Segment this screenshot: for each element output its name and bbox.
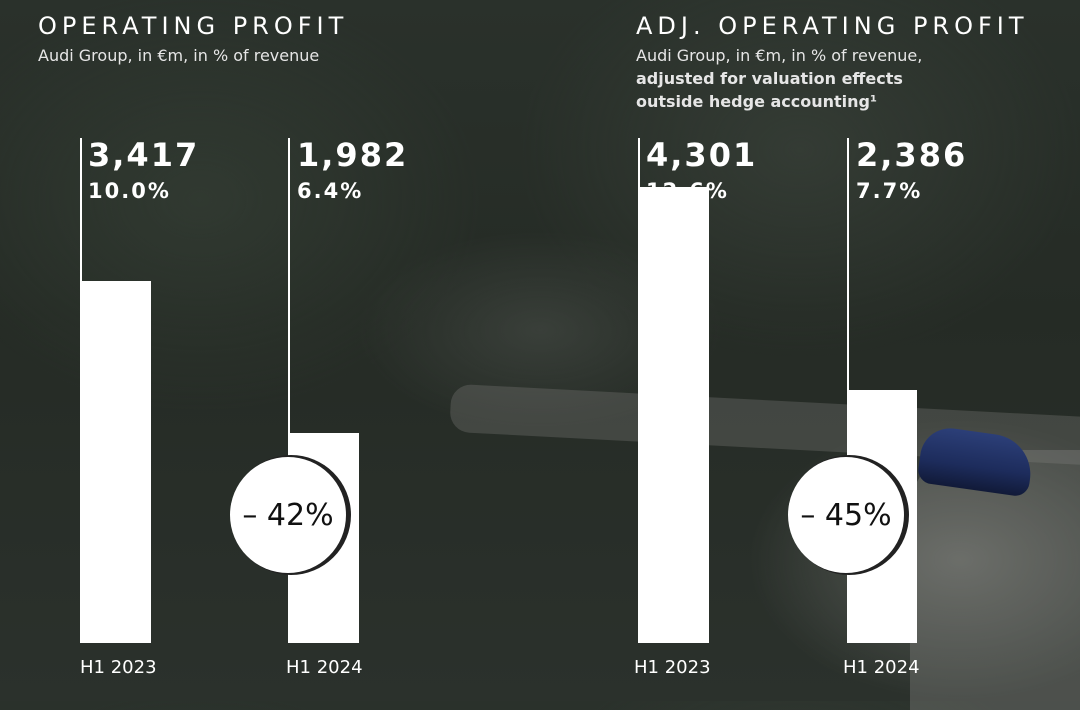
bar-percent-label: 10.0% [88,179,171,203]
bar-h1-2023 [80,281,151,643]
bar-percent-label: 12.6% [646,179,729,203]
change-badge: – 45% [788,457,904,573]
x-tick-label: H1 2024 [843,657,920,678]
bar-value-label: 2,386 [856,136,968,174]
change-badge: – 42% [230,457,346,573]
x-tick-label: H1 2023 [634,657,711,678]
right-chart-subtitle-line1: Audi Group, in €m, in % of revenue, [636,46,923,65]
x-tick-label: H1 2024 [286,657,363,678]
left-chart-subtitle: Audi Group, in €m, in % of revenue [38,46,320,65]
right-chart-title: ADJ. OPERATING PROFIT [636,12,1029,40]
bar-value-label: 3,417 [88,136,200,174]
x-tick-label: H1 2023 [80,657,157,678]
right-chart-subtitle-line3: outside hedge accounting¹ [636,92,878,111]
change-label: – 45% [800,497,892,533]
bar-percent-label: 6.4% [297,179,364,203]
background-road-curve [910,450,1080,710]
right-chart-subtitle-line2: adjusted for valuation effects [636,69,903,88]
bar-h1-2023-adj [638,187,709,643]
left-chart-title: OPERATING PROFIT [38,12,349,40]
bar-value-label: 1,982 [297,136,409,174]
bar-guide-line [288,138,290,643]
bar-value-label: 4,301 [646,136,758,174]
bar-percent-label: 7.7% [856,179,923,203]
change-label: – 42% [242,497,334,533]
